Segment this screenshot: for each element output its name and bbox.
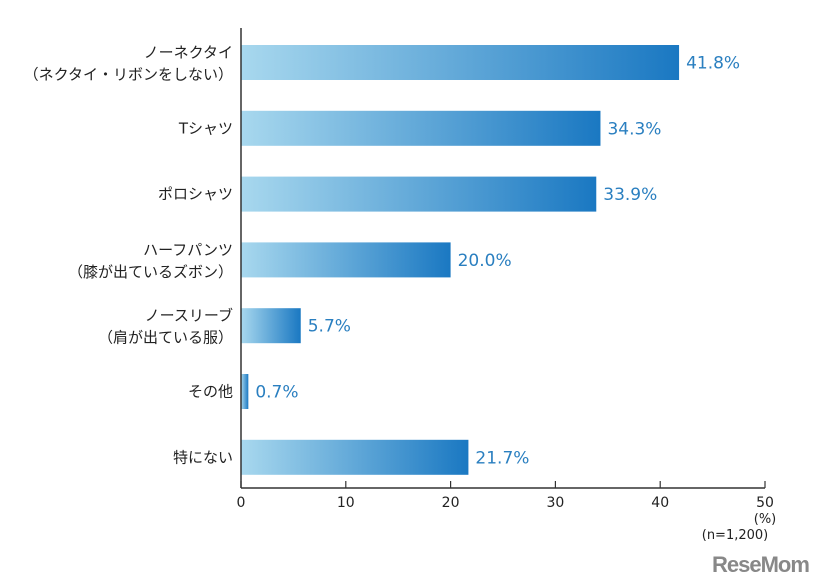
x-tick-label: 50 bbox=[756, 495, 774, 511]
x-tick-label: 30 bbox=[546, 495, 564, 511]
bar bbox=[241, 439, 469, 475]
category-label: （肩が出ている服） bbox=[98, 329, 233, 347]
value-label: 33.9% bbox=[603, 185, 657, 205]
category-label: ポロシャツ bbox=[158, 185, 233, 203]
sample-size-note: (n=1,200) bbox=[702, 528, 769, 543]
category-label: ノーネクタイ bbox=[144, 44, 233, 62]
category-label: （膝が出ているズボン） bbox=[68, 263, 233, 281]
bar bbox=[241, 45, 680, 80]
value-label: 34.3% bbox=[607, 119, 661, 139]
value-label: 20.0% bbox=[458, 251, 512, 271]
category-label: その他 bbox=[188, 383, 233, 401]
bar bbox=[241, 176, 597, 212]
x-tick-label: 10 bbox=[337, 495, 355, 511]
category-label: （ネクタイ・リボンをしない） bbox=[24, 66, 233, 84]
x-tick-label: 40 bbox=[651, 495, 669, 511]
x-tick-label: 0 bbox=[237, 495, 246, 511]
bar bbox=[241, 110, 601, 146]
category-label: Tシャツ bbox=[178, 119, 233, 137]
value-label: 5.7% bbox=[308, 317, 351, 337]
value-label: 21.7% bbox=[475, 448, 529, 468]
bar bbox=[241, 374, 249, 409]
unit-label: (%) bbox=[754, 512, 777, 527]
category-label: ノースリーブ bbox=[145, 307, 233, 325]
bar bbox=[241, 308, 301, 344]
category-label: 特にない bbox=[173, 448, 233, 466]
x-tick-label: 20 bbox=[442, 495, 460, 511]
bar bbox=[241, 242, 451, 278]
value-label: 41.8% bbox=[686, 54, 740, 74]
resemom-watermark-logo: ReseMom bbox=[712, 552, 809, 576]
category-label: ハーフパンツ bbox=[143, 241, 233, 259]
value-label: 0.7% bbox=[255, 383, 298, 403]
